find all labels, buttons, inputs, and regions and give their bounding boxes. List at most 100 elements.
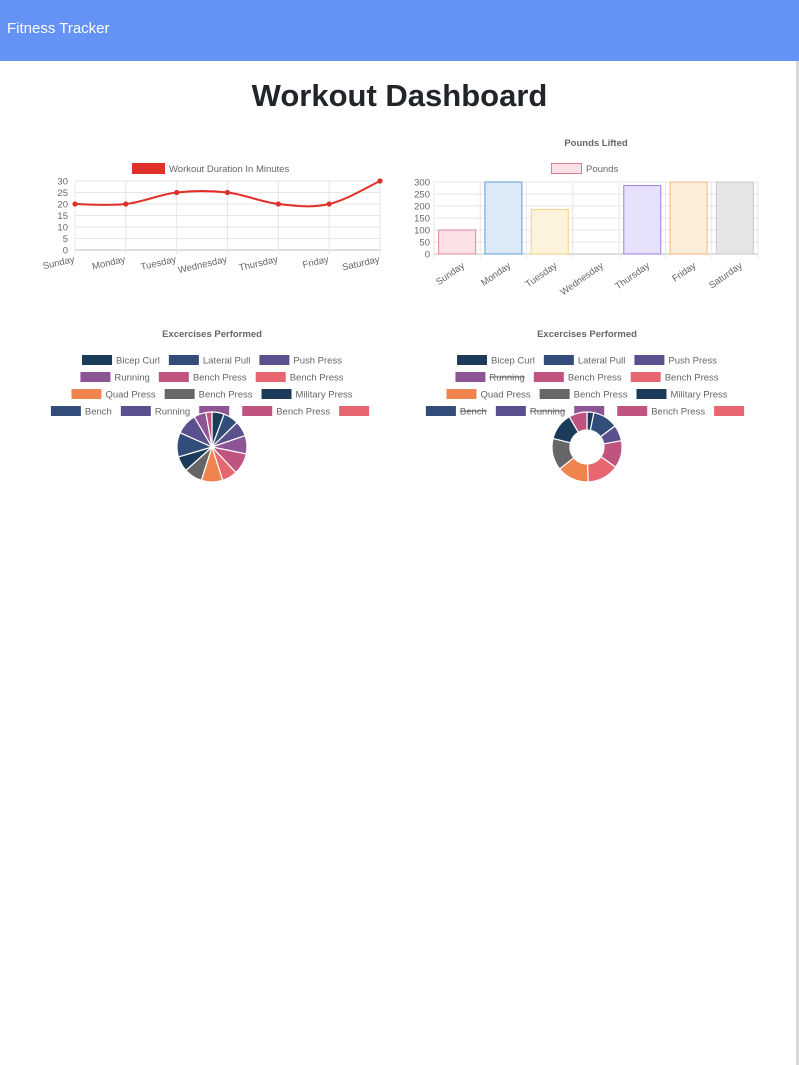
legend-swatch[interactable] (120, 406, 151, 416)
y-tick-label: 200 (414, 202, 430, 213)
legend-swatch[interactable] (50, 406, 81, 416)
legend-label[interactable]: Bicep Curl (491, 356, 535, 367)
legend-swatch[interactable] (574, 406, 605, 416)
y-tick-label: 25 (57, 188, 68, 199)
pie-slice[interactable] (568, 411, 588, 434)
legend-label[interactable]: Bench Press (651, 407, 705, 418)
legend-label[interactable]: Bench Press (290, 373, 344, 384)
legend-label[interactable]: Quad Press (480, 390, 530, 401)
legend-label[interactable]: Running (489, 373, 524, 384)
y-tick-label: 20 (57, 200, 68, 211)
exercises-donut-chart[interactable]: Excercises Performed Bicep Curl Lateral Pu… (415, 320, 760, 505)
legend-label[interactable]: Bench Press (665, 373, 719, 384)
data-point[interactable] (275, 201, 281, 207)
legend-label[interactable]: Pounds (586, 164, 618, 175)
y-tick-label: 50 (419, 238, 430, 249)
legend-swatch[interactable] (446, 389, 477, 399)
legend-swatch[interactable] (158, 372, 189, 382)
y-tick-label: 30 (57, 177, 68, 188)
legend-label[interactable]: Workout Duration In Minutes (169, 164, 289, 175)
legend-label[interactable]: Quad Press (105, 390, 155, 401)
exercises-pie-chart[interactable]: Excercises Performed Bicep Curl Lateral Pu… (40, 320, 385, 505)
legend-swatch[interactable] (80, 372, 111, 382)
x-tick-label: Tuesday (524, 260, 560, 290)
data-point[interactable] (326, 201, 332, 207)
legend-label[interactable]: Push Press (293, 356, 342, 367)
data-point[interactable] (123, 201, 129, 207)
legend-label[interactable]: Lateral Pull (578, 356, 626, 367)
legend-label[interactable]: Running (114, 373, 149, 384)
bar[interactable] (438, 229, 477, 255)
legend-swatch[interactable] (164, 389, 195, 399)
legend-swatch[interactable] (634, 355, 665, 365)
pie-slice[interactable] (205, 411, 213, 448)
y-tick-label: 5 (63, 234, 68, 245)
legend-label[interactable]: Bench Press (193, 373, 247, 384)
legend-swatch[interactable] (199, 406, 230, 416)
data-point[interactable] (174, 189, 180, 196)
y-tick-label: 0 (63, 246, 68, 257)
legend-label[interactable]: Bench Press (568, 373, 622, 384)
bar[interactable] (715, 181, 754, 255)
bar[interactable] (484, 181, 523, 255)
legend-label[interactable]: Military Press (296, 390, 353, 401)
legend-swatch[interactable] (71, 389, 102, 399)
legend-label[interactable]: Bench Press (199, 390, 253, 401)
y-tick-label: 300 (414, 178, 430, 189)
legend-label[interactable]: Bench (85, 407, 112, 418)
legend-swatch[interactable] (261, 389, 292, 399)
bar[interactable] (530, 209, 569, 255)
legend-label[interactable]: Lateral Pull (203, 356, 251, 367)
chart-title: Excercises Performed (162, 329, 262, 340)
legend-swatch[interactable] (82, 355, 113, 365)
legend-swatch[interactable] (132, 163, 165, 174)
navbar-brand[interactable]: Fitness Tracker (7, 20, 110, 37)
legend-swatch[interactable] (457, 355, 488, 365)
legend-swatch[interactable] (495, 406, 526, 416)
x-tick-label: Sunday (434, 260, 467, 288)
legend-label[interactable]: Military Press (671, 390, 728, 401)
legend-swatch[interactable] (533, 372, 564, 382)
bar[interactable] (623, 185, 662, 255)
legend-swatch[interactable] (242, 406, 273, 416)
legend-swatch[interactable] (339, 406, 370, 416)
legend-swatch[interactable] (425, 406, 456, 416)
legend-label[interactable]: Bench Press (276, 407, 330, 418)
x-tick-label: Monday (91, 254, 127, 272)
y-tick-label: 0 (425, 250, 430, 261)
legend-swatch[interactable] (539, 389, 570, 399)
bar[interactable] (669, 181, 708, 255)
legend-label[interactable]: Push Press (668, 356, 717, 367)
x-tick-label: Monday (479, 260, 513, 289)
legend-swatch[interactable] (551, 163, 582, 174)
data-point[interactable] (72, 201, 78, 207)
legend-swatch[interactable] (714, 406, 745, 416)
x-tick-label: Wednesday (177, 254, 228, 276)
legend-swatch[interactable] (543, 355, 574, 365)
x-tick-label: Wednesday (558, 260, 605, 298)
legend-label[interactable]: Bicep Curl (116, 356, 160, 367)
legend-label[interactable]: Bench (460, 407, 487, 418)
legend-swatch[interactable] (255, 372, 286, 382)
x-tick-label: Friday (302, 254, 330, 271)
x-tick-label: Thursday (613, 260, 652, 292)
legend-label[interactable]: Running (530, 407, 565, 418)
legend-swatch[interactable] (259, 355, 290, 365)
x-tick-label: Saturday (341, 254, 381, 273)
x-tick-label: Friday (670, 260, 698, 284)
legend-label[interactable]: Running (155, 407, 190, 418)
legend-swatch[interactable] (168, 355, 199, 365)
y-tick-label: 100 (414, 226, 430, 237)
legend-swatch[interactable] (630, 372, 661, 382)
scrollbar-edge (796, 61, 799, 1065)
y-tick-label: 250 (414, 190, 430, 201)
x-tick-label: Sunday (42, 254, 76, 272)
legend-swatch[interactable] (617, 406, 648, 416)
data-point[interactable] (377, 178, 383, 184)
data-point[interactable] (224, 189, 231, 196)
legend-swatch[interactable] (636, 389, 667, 399)
legend-label[interactable]: Bench Press (574, 390, 628, 401)
legend-swatch[interactable] (455, 372, 486, 382)
